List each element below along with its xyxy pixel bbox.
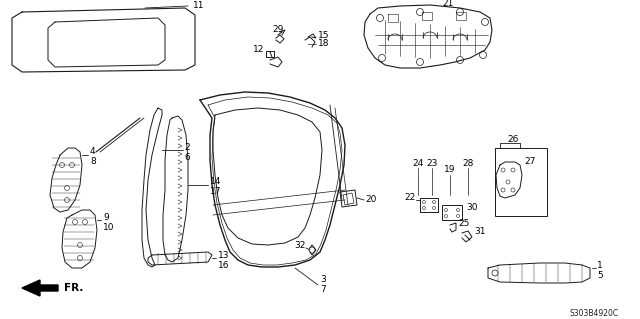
Text: 16: 16 [218, 261, 230, 270]
Polygon shape [22, 280, 58, 296]
Text: 27: 27 [524, 158, 536, 167]
Text: 3: 3 [320, 276, 326, 285]
Text: 29: 29 [272, 25, 284, 33]
Text: 1: 1 [597, 261, 603, 270]
Text: 22: 22 [404, 192, 416, 202]
Text: 18: 18 [318, 40, 330, 48]
Text: 7: 7 [320, 286, 326, 294]
Text: 20: 20 [365, 196, 376, 204]
Text: 13: 13 [218, 250, 230, 259]
Text: 6: 6 [184, 153, 189, 162]
Text: 9: 9 [103, 213, 109, 222]
Text: 25: 25 [458, 219, 469, 228]
Text: 4: 4 [90, 147, 95, 157]
Text: 32: 32 [294, 241, 306, 249]
Bar [495, 148, 547, 216]
Text: 30: 30 [466, 203, 477, 211]
Bar [442, 205, 462, 220]
Text: 28: 28 [462, 159, 474, 167]
Text: 23: 23 [426, 159, 438, 167]
Text: 2: 2 [184, 144, 189, 152]
Text: 26: 26 [508, 136, 518, 145]
Text: S303B4920C: S303B4920C [570, 308, 619, 317]
Text: 14: 14 [210, 177, 221, 187]
Text: 8: 8 [90, 158, 96, 167]
Text: 31: 31 [474, 227, 486, 236]
Text: 12: 12 [253, 46, 264, 55]
Bar [420, 198, 438, 212]
Text: 17: 17 [210, 188, 221, 197]
Text: 24: 24 [412, 159, 424, 167]
Text: 21: 21 [442, 0, 454, 9]
Bar [266, 51, 274, 57]
Text: 11: 11 [193, 1, 205, 10]
Text: 19: 19 [444, 166, 456, 174]
Text: 15: 15 [318, 32, 330, 41]
Text: 10: 10 [103, 224, 115, 233]
Text: 5: 5 [597, 271, 603, 279]
Text: FR.: FR. [64, 283, 83, 293]
